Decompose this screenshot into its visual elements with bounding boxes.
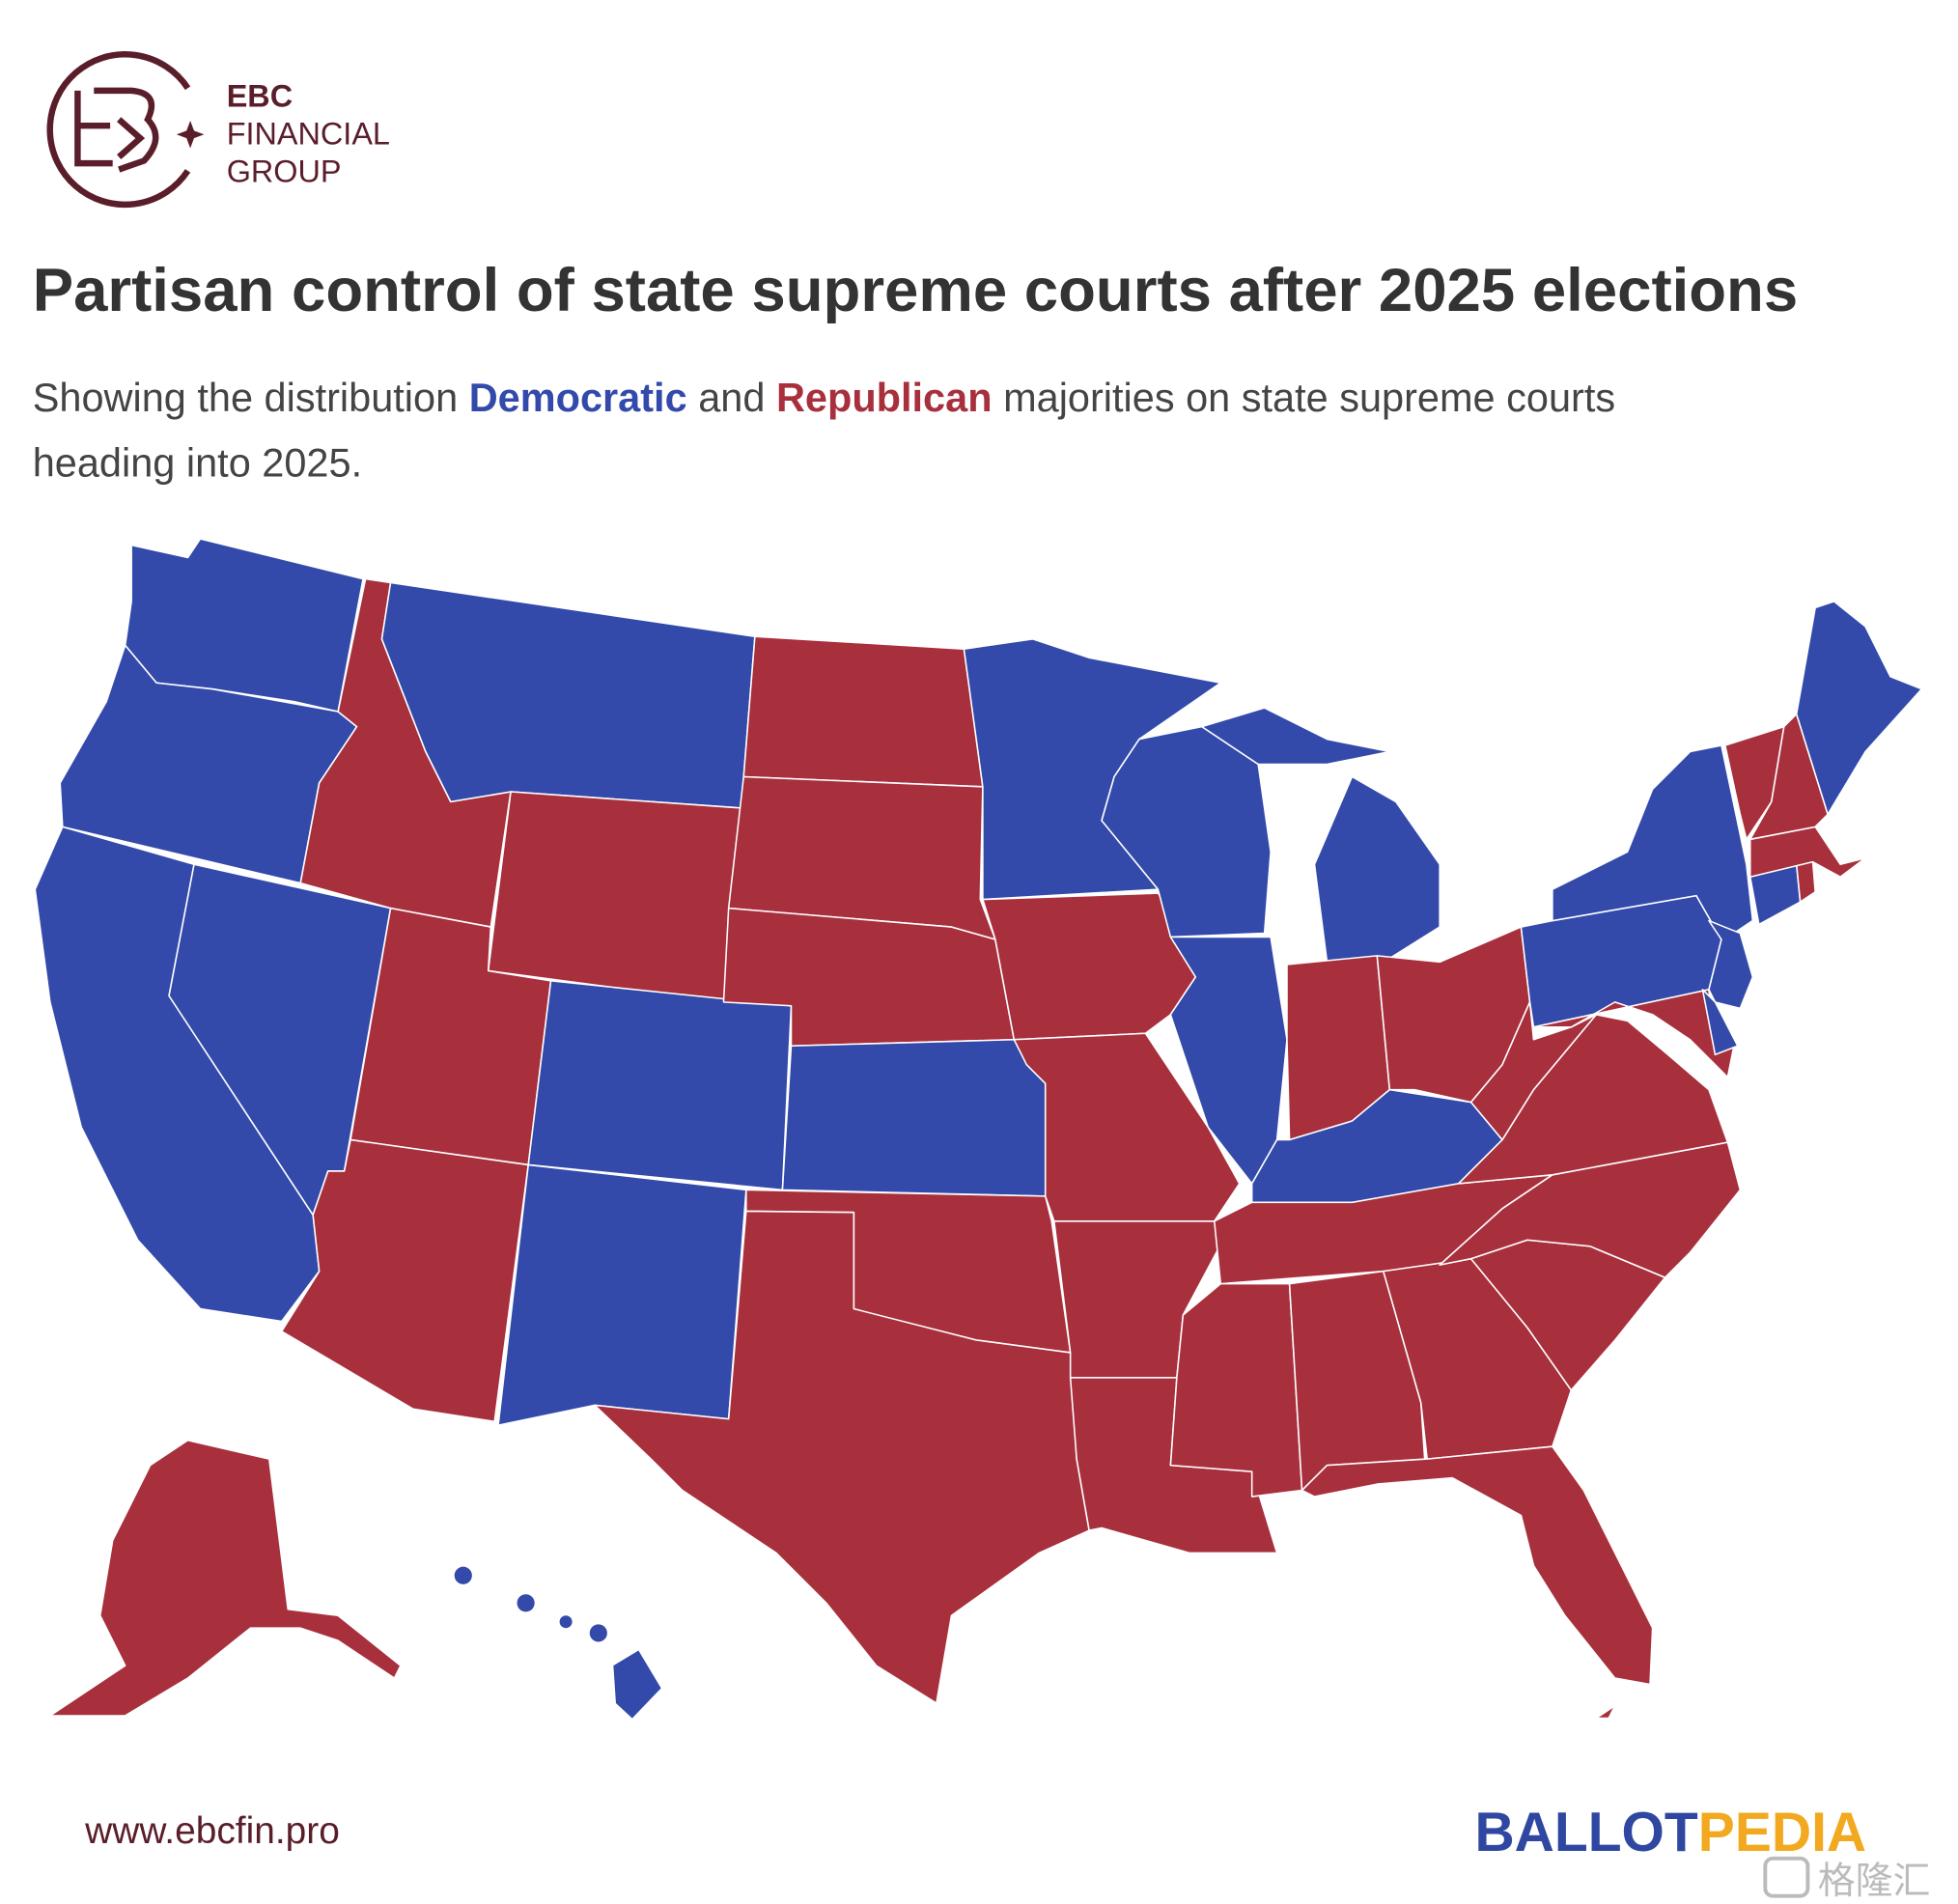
republican-label: Republican [776,375,993,420]
brand-part: PEDIA [1698,1802,1866,1863]
state [742,635,984,788]
state [380,581,756,809]
democratic-label: Democratic [469,375,687,420]
logo-text: GROUP [227,154,342,189]
state [527,980,793,1191]
state [1169,1282,1303,1498]
state [454,1566,661,1719]
subtitle: Showing the distribution Democratic and … [33,375,1615,420]
state [487,791,742,1003]
state [1101,725,1272,938]
state [1701,989,1739,1056]
subtitle: heading into 2025. [33,439,362,485]
logo-star [176,121,205,149]
state [1201,707,1391,766]
logo-mark [74,87,159,173]
state [1708,919,1754,1010]
state [1595,1704,1616,1720]
state [49,1439,402,1717]
state [781,1038,1047,1197]
island [589,1624,607,1642]
state [497,1163,747,1426]
state [1795,860,1816,903]
state [1748,826,1866,878]
island [454,1566,472,1584]
logo-text: EBC [227,79,293,114]
state [280,1138,529,1423]
state [1469,1001,1598,1141]
state [1439,1141,1742,1278]
subtitle-text: majorities on state supreme courts [993,375,1616,420]
us-map [34,538,1923,1720]
state [594,1210,1090,1704]
subtitle-text: and [687,375,776,420]
state [1795,601,1923,816]
website: www.ebcfin.pro [84,1810,340,1852]
state [1724,725,1785,841]
island [559,1615,573,1629]
state [1313,775,1441,964]
logo-ring [46,51,191,209]
brand-part: BALLOT [1474,1802,1697,1863]
island [613,1650,661,1719]
subtitle-text: Showing the distribution [33,375,469,420]
island [517,1594,535,1612]
state [1301,1445,1654,1686]
title: Partisan control of state supreme courts… [33,256,1798,324]
watermark-icon [1763,1856,1810,1898]
brand: BALLOTPEDIA [1474,1802,1866,1863]
state [982,892,1197,1041]
watermark: 格隆汇 [1818,1861,1931,1902]
logo-text: FINANCIAL [227,117,390,152]
state [124,538,364,713]
logo: EBC FINANCIAL GROUP [46,51,390,209]
